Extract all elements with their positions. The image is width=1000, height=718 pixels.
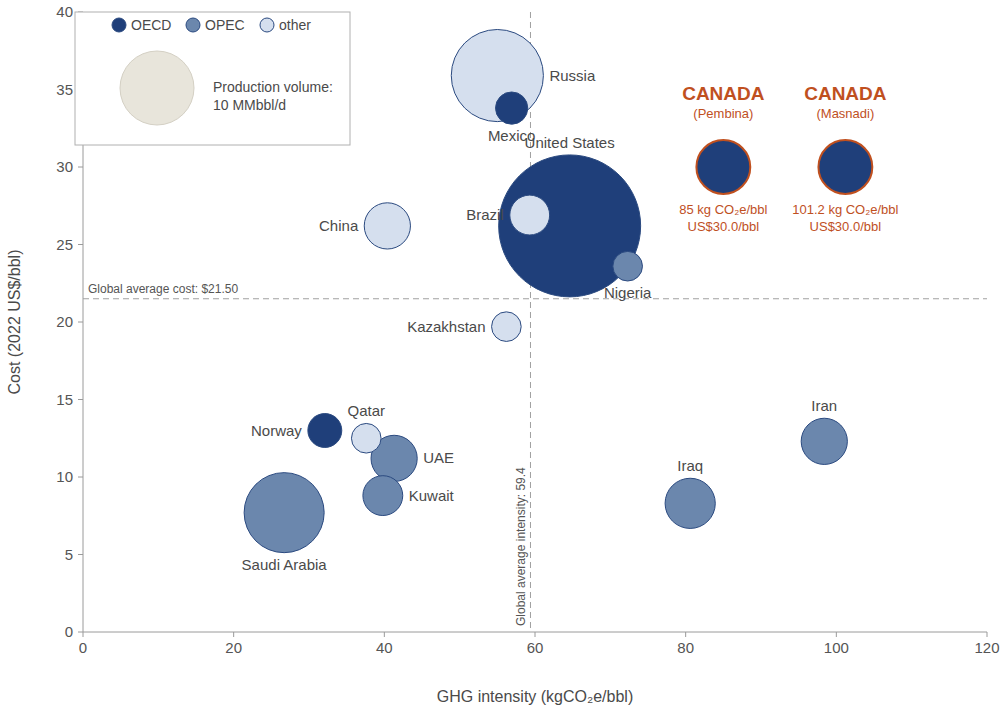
- y-tick-label: 25: [56, 236, 73, 253]
- bubble: [363, 476, 403, 516]
- reference-label: Global average intensity: 59.4: [514, 467, 528, 626]
- point-label: Qatar: [347, 402, 385, 419]
- x-tick: [83, 632, 84, 637]
- highlight-y-label: US$30.0/bbl: [810, 219, 882, 234]
- point-label: Iraq: [677, 457, 703, 474]
- y-tick: [78, 167, 83, 168]
- highlight-x-label: 101.2 kg CO₂e/bbl: [792, 202, 898, 217]
- legend-label: OPEC: [205, 17, 245, 33]
- reference-label: Global average cost: $21.50: [88, 282, 238, 296]
- point-label: Russia: [549, 67, 596, 84]
- y-tick-label: 10: [56, 468, 73, 485]
- x-tick-label: 60: [527, 639, 544, 656]
- y-tick-label: 5: [65, 546, 73, 563]
- y-tick: [78, 399, 83, 400]
- x-tick-label: 20: [225, 639, 242, 656]
- point-label: Mexico: [488, 127, 536, 144]
- highlight-bubble: [696, 140, 750, 194]
- x-tick: [987, 632, 988, 637]
- bubble: [613, 251, 643, 281]
- bubble: [496, 92, 528, 124]
- bubble: [244, 473, 324, 553]
- highlight-label: CANADA: [804, 83, 887, 104]
- point-label: Brazil: [466, 206, 504, 223]
- bubble: [510, 195, 550, 235]
- legend-swatch: [186, 18, 200, 32]
- y-tick: [78, 244, 83, 245]
- bubble: [801, 418, 847, 464]
- y-tick-label: 35: [56, 81, 73, 98]
- point-label: Iran: [811, 397, 837, 414]
- x-tick-label: 0: [79, 639, 87, 656]
- x-axis-title: GHG intensity (kgCO₂e/bbl): [437, 688, 634, 705]
- x-tick-label: 120: [974, 639, 999, 656]
- y-tick: [78, 554, 83, 555]
- x-tick: [685, 632, 686, 637]
- x-tick: [535, 632, 536, 637]
- y-tick-label: 15: [56, 391, 73, 408]
- size-legend-title: Production volume:: [213, 79, 333, 95]
- point-label: Saudi Arabia: [242, 556, 328, 573]
- highlight-x-label: 85 kg CO₂e/bbl: [679, 202, 767, 217]
- x-tick-label: 100: [824, 639, 849, 656]
- size-legend-bubble: [120, 51, 194, 125]
- legend-box: [75, 12, 350, 145]
- legend: OECD OPEC other Production volume: 10 MMbbl/…: [75, 12, 350, 145]
- chart: 0 20 40 60 80 100 120 0 5 10 15 20 25 30 35 40 GHG inten…: [0, 0, 1000, 718]
- highlight-label: CANADA: [682, 83, 765, 104]
- y-tick-label: 0: [65, 623, 73, 640]
- y-tick-label: 40: [56, 3, 73, 20]
- point-label: China: [319, 217, 359, 234]
- point-label: Norway: [251, 422, 302, 439]
- highlight-sublabel: (Masnadi): [816, 106, 874, 121]
- size-legend-label: 10 MMbbl/d: [213, 97, 286, 113]
- x-tick: [233, 632, 234, 637]
- y-tick: [78, 322, 83, 323]
- x-tick: [384, 632, 385, 637]
- point-label: Kazakhstan: [407, 318, 485, 335]
- x-tick-label: 40: [376, 639, 393, 656]
- y-tick-label: 20: [56, 313, 73, 330]
- bubble: [351, 423, 381, 453]
- bubble: [665, 478, 715, 528]
- point-label: Nigeria: [604, 284, 652, 301]
- highlight-y-label: US$30.0/bbl: [688, 219, 760, 234]
- x-tick-label: 80: [677, 639, 694, 656]
- legend-swatch: [112, 18, 126, 32]
- legend-label: other: [279, 17, 311, 33]
- point-label: United States: [525, 134, 615, 151]
- legend-label: OECD: [131, 17, 171, 33]
- y-tick-label: 30: [56, 158, 73, 175]
- y-axis-title: Cost (2022 US$/bbl): [6, 250, 23, 395]
- highlight-sublabel: (Pembina): [693, 106, 753, 121]
- point-label: UAE: [423, 449, 454, 466]
- reference-line: [83, 298, 987, 299]
- point-label: Kuwait: [409, 487, 455, 504]
- y-tick: [78, 477, 83, 478]
- x-tick: [836, 632, 837, 637]
- bubble: [492, 312, 522, 342]
- y-tick: [78, 632, 83, 633]
- bubble: [364, 203, 410, 249]
- bubble: [308, 414, 342, 448]
- highlight-bubble: [818, 140, 872, 194]
- legend-swatch: [260, 18, 274, 32]
